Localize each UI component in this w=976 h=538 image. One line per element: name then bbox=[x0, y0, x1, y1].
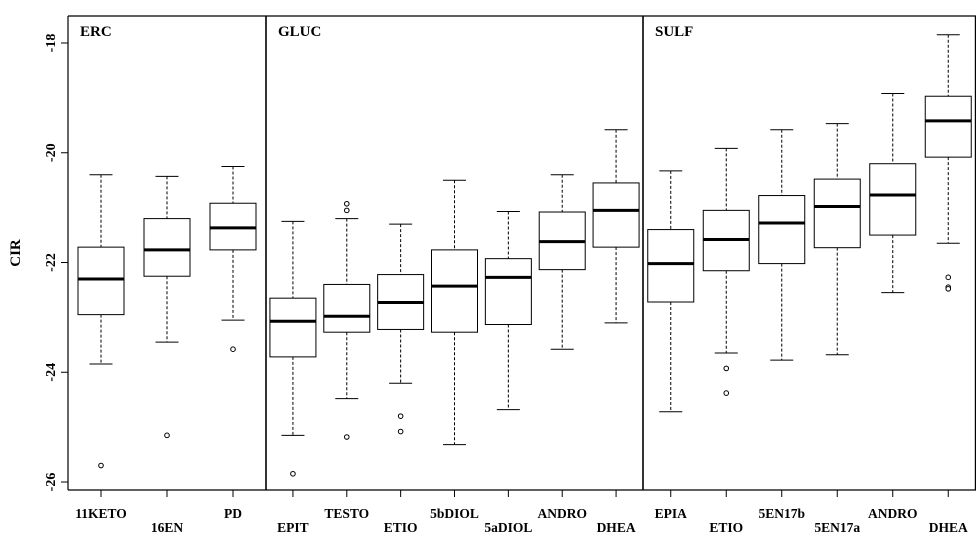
box-testo: TESTO bbox=[323, 200, 371, 521]
x-tick-label: ETIO bbox=[709, 520, 743, 535]
iqr-box bbox=[143, 218, 191, 277]
outlier-point bbox=[945, 274, 952, 281]
box-dhea: DHEA bbox=[924, 34, 972, 535]
x-tick-label: EPIT bbox=[277, 520, 309, 535]
x-tick-label: 16EN bbox=[151, 520, 184, 535]
box-pd: PD bbox=[209, 165, 257, 521]
outlier-point bbox=[343, 207, 350, 214]
outlier-point bbox=[164, 432, 170, 439]
y-tick-label: -20 bbox=[44, 143, 59, 162]
box-5en17b: 5EN17b bbox=[758, 129, 806, 521]
panels: ERC 11KETO 16EN PD GLUC EPIT TESTO ETIO 5bDIOL 5a… bbox=[68, 15, 976, 535]
y-tick-label: -22 bbox=[44, 253, 59, 272]
iqr-box bbox=[758, 195, 806, 265]
y-axis: -18 -20 -22 -24 -26 bbox=[44, 16, 69, 492]
outlier-point bbox=[945, 286, 952, 292]
box-16en: 16EN bbox=[143, 175, 191, 535]
box-11keto: 11KETO bbox=[75, 174, 127, 521]
iqr-box bbox=[647, 229, 695, 303]
panel-erc: ERC 11KETO 16EN PD bbox=[75, 24, 257, 535]
x-tick-label: ANDRO bbox=[868, 506, 918, 521]
box-andro: ANDRO bbox=[537, 174, 587, 521]
y-tick-label: -26 bbox=[44, 473, 59, 492]
panel-gluc: GLUC EPIT TESTO ETIO 5bDIOL 5aDIOL ANDRO DHEA bbox=[265, 16, 640, 535]
y-axis-label: CIR bbox=[8, 239, 24, 267]
box-5en17a: 5EN17a bbox=[813, 123, 861, 535]
x-tick-label: TESTO bbox=[324, 506, 369, 521]
x-tick-label: 5EN17b bbox=[758, 506, 805, 521]
panel-title: ERC bbox=[80, 24, 112, 40]
box-etio: ETIO bbox=[702, 147, 750, 535]
box-dhea: DHEA bbox=[592, 129, 640, 535]
outlier-point bbox=[98, 462, 104, 469]
iqr-box bbox=[592, 182, 640, 248]
iqr-box bbox=[924, 95, 972, 158]
iqr-box bbox=[269, 297, 317, 358]
x-tick-label: DHEA bbox=[597, 520, 636, 535]
x-tick-label: EPIA bbox=[655, 506, 688, 521]
iqr-box bbox=[323, 283, 371, 333]
outlier-point bbox=[723, 365, 730, 372]
outlier-point bbox=[397, 428, 404, 435]
x-tick-label: ETIO bbox=[384, 520, 418, 535]
x-tick-label: 5bDIOL bbox=[430, 506, 479, 521]
outlier-point bbox=[230, 346, 236, 353]
outlier-point bbox=[397, 413, 404, 419]
y-tick-label: -18 bbox=[44, 34, 59, 53]
outlier-point bbox=[343, 200, 350, 207]
iqr-box bbox=[431, 249, 478, 333]
box-andro: ANDRO bbox=[868, 92, 918, 521]
box-epia: EPIA bbox=[647, 170, 695, 521]
x-tick-label: DHEA bbox=[929, 520, 968, 535]
iqr-box bbox=[813, 178, 861, 249]
x-tick-label: ANDRO bbox=[537, 506, 587, 521]
x-tick-label: 11KETO bbox=[75, 506, 127, 521]
panel-title: GLUC bbox=[278, 24, 321, 40]
box-5bdiol: 5bDIOL bbox=[430, 179, 479, 521]
panel-sulf: SULF EPIA ETIO 5EN17b 5EN17a ANDRO DHEA bbox=[642, 16, 972, 535]
iqr-box bbox=[77, 246, 125, 316]
iqr-box bbox=[484, 258, 532, 326]
outlier-point bbox=[723, 390, 730, 396]
x-tick-label: 5EN17a bbox=[814, 520, 860, 535]
y-tick-label: -24 bbox=[44, 363, 59, 382]
x-tick-label: PD bbox=[224, 506, 242, 521]
iqr-box bbox=[869, 163, 917, 236]
box-epit: EPIT bbox=[269, 220, 317, 535]
outlier-point bbox=[290, 470, 296, 477]
outlier-point bbox=[343, 434, 350, 440]
x-tick-label: 5aDIOL bbox=[484, 520, 532, 535]
panel-title: SULF bbox=[655, 24, 693, 40]
box-5adiol: 5aDIOL bbox=[484, 210, 532, 535]
box-etio: ETIO bbox=[377, 223, 425, 535]
